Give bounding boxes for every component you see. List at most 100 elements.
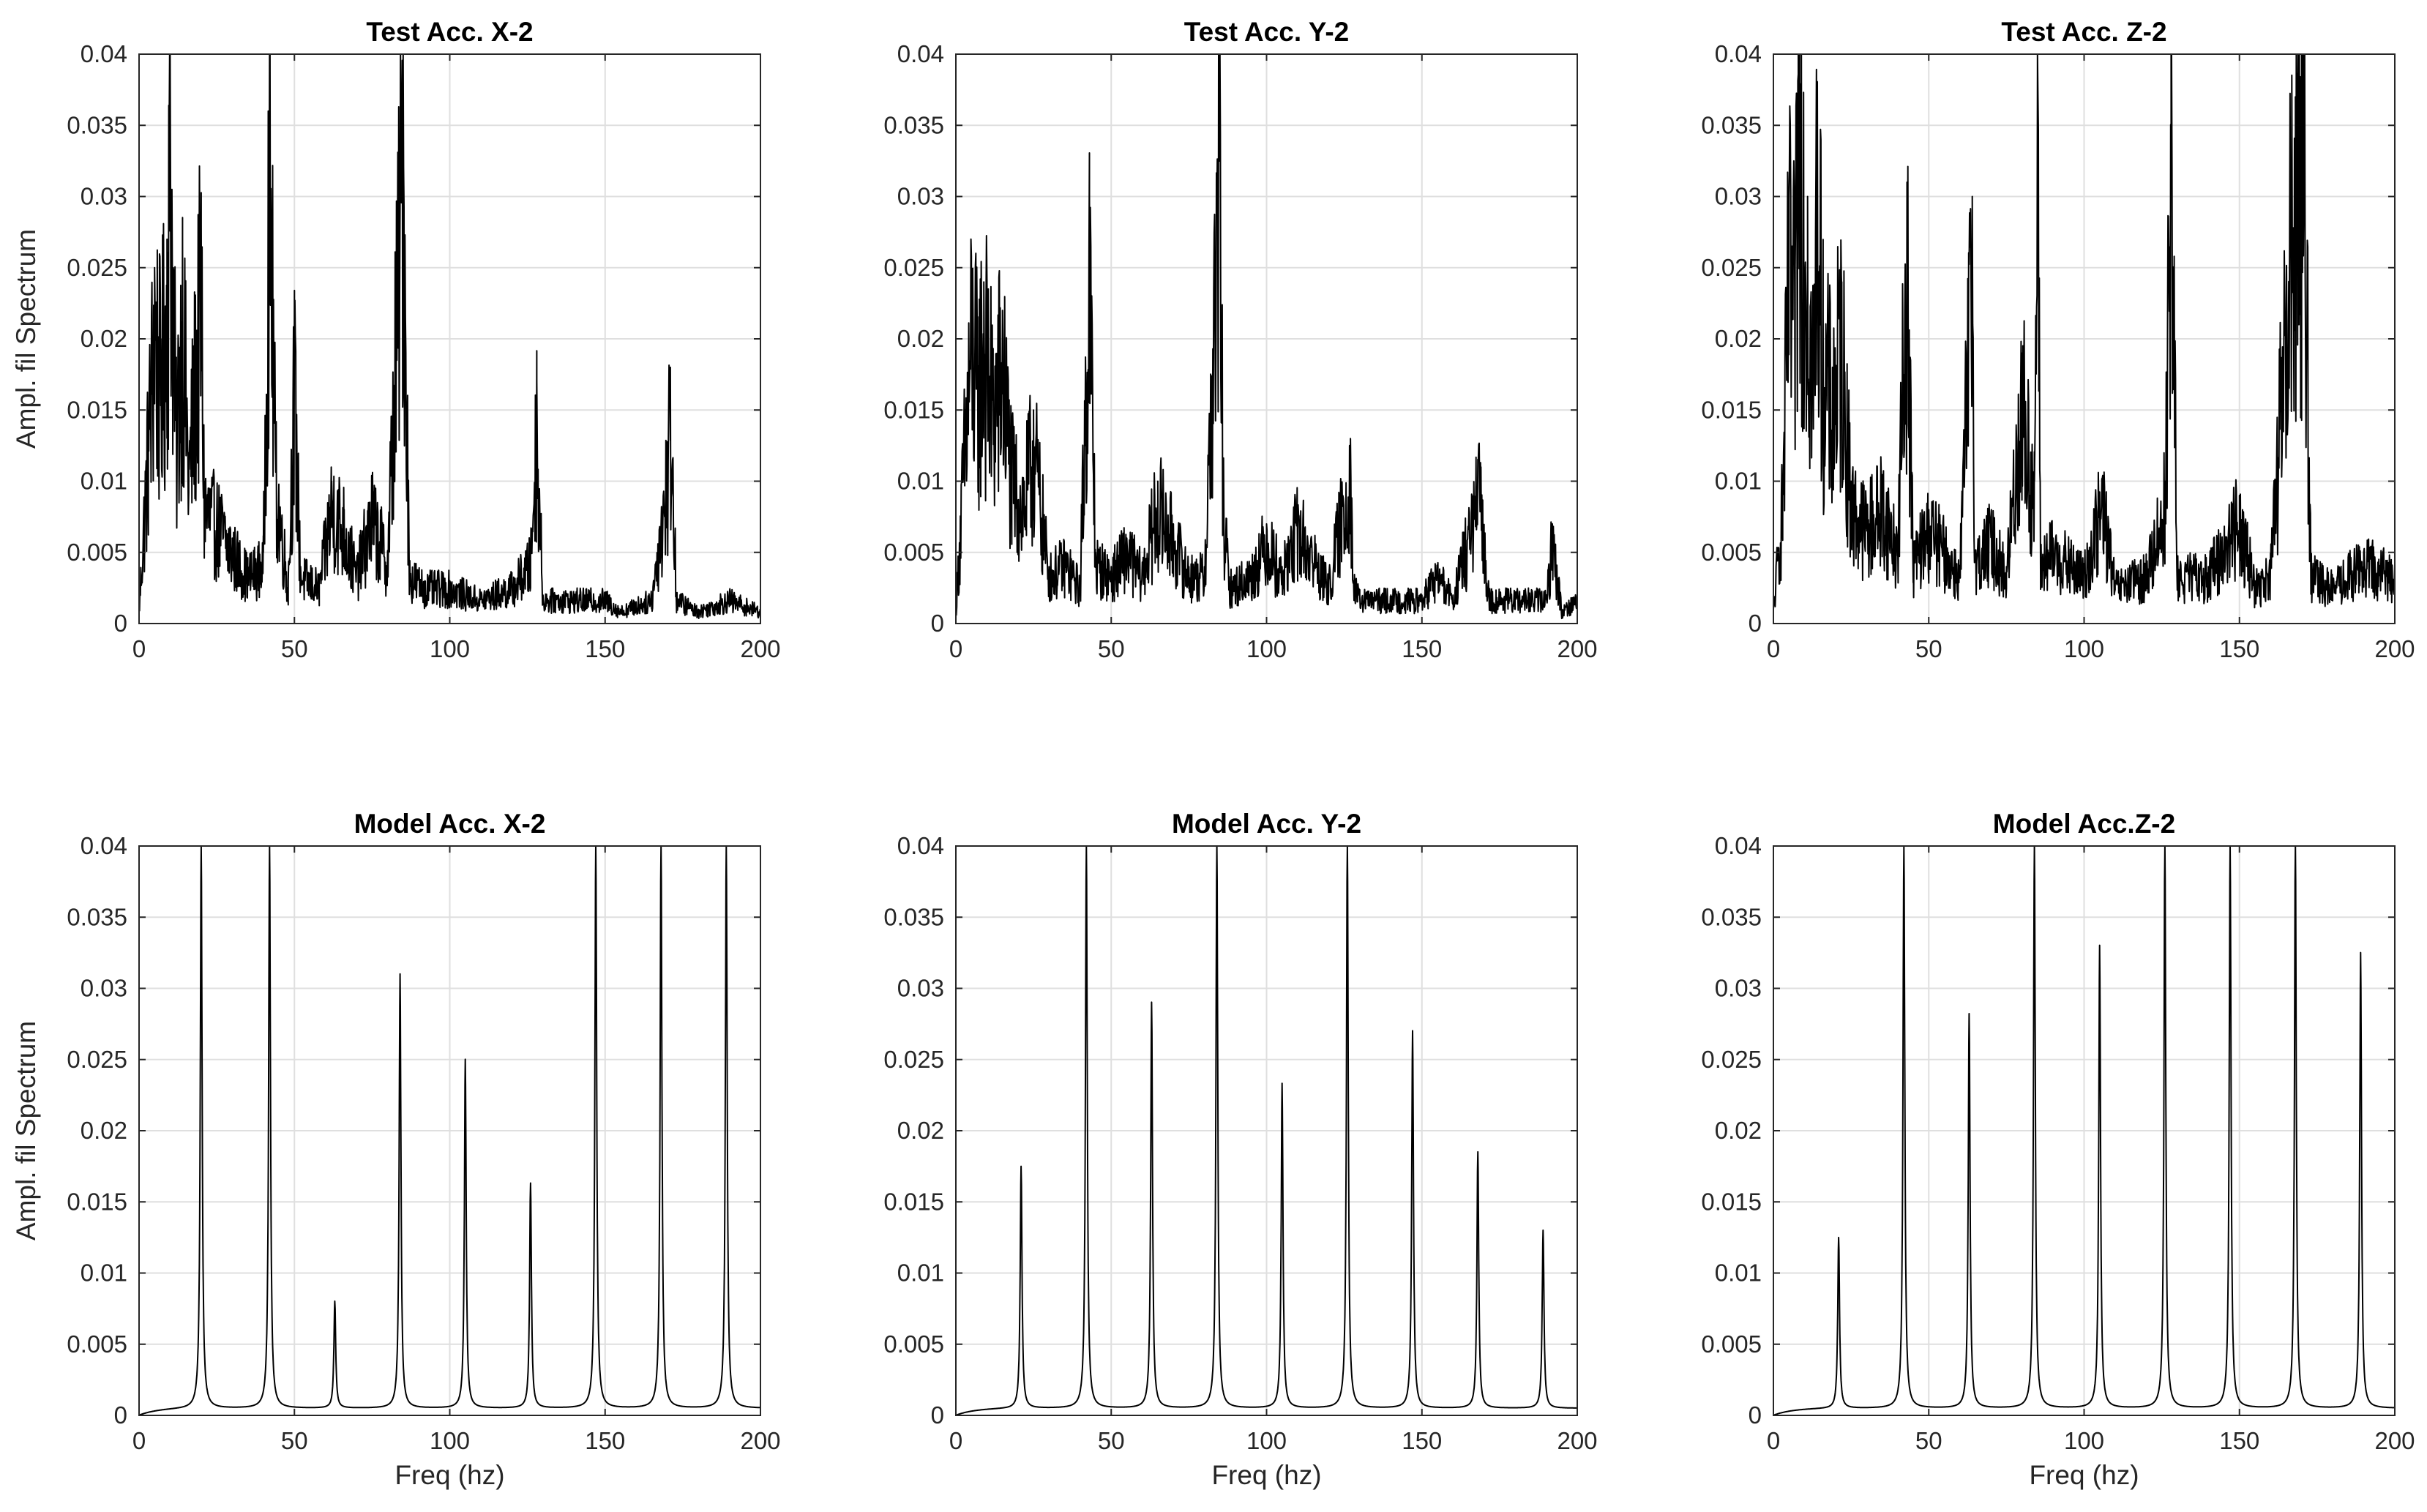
chart-title: Model Acc. X-2: [354, 809, 546, 839]
y-tick-label: 0.015: [883, 396, 944, 423]
x-tick-label: 200: [1557, 1427, 1597, 1454]
y-axis-label: Ampl. fil Spectrum: [11, 1021, 41, 1240]
y-tick-label: 0.015: [67, 1188, 127, 1215]
y-tick-label: 0.02: [1715, 1117, 1762, 1144]
x-tick-label: 50: [1915, 1427, 1942, 1454]
x-tick-label: 150: [1402, 1427, 1442, 1454]
x-tick-label: 100: [430, 1427, 470, 1454]
y-tick-label: 0.005: [67, 539, 127, 566]
x-tick-label: 100: [2064, 635, 2104, 662]
x-tick-label: 150: [585, 635, 625, 662]
y-tick-label: 0.025: [883, 1046, 944, 1073]
y-tick-label: 0: [931, 1401, 944, 1429]
x-tick-label: 200: [2374, 635, 2415, 662]
y-tick-label: 0.035: [883, 111, 944, 138]
y-tick-label: 0.025: [67, 254, 127, 281]
y-tick-label: 0.04: [81, 832, 127, 859]
x-tick-label: 150: [1402, 635, 1442, 662]
chart-title: Model Acc.Z-2: [1993, 809, 2175, 839]
x-tick-label: 200: [740, 635, 780, 662]
chart-title: Model Acc. Y-2: [1172, 809, 1361, 839]
spectrum-line: [1773, 54, 2395, 610]
y-tick-label: 0.005: [1701, 539, 1762, 566]
x-axis-label: Freq (hz): [1211, 1460, 1321, 1490]
y-tick-label: 0.03: [1715, 183, 1762, 210]
y-tick-label: 0.02: [1715, 325, 1762, 352]
y-tick-label: 0: [114, 1401, 127, 1429]
spectrum-line: [956, 846, 1577, 1415]
chart-panel-1: 0 50 100 150 200 0 0.005 0.01 0.015 0.02 0.025 0.03…: [11, 17, 781, 662]
y-tick-label: 0.025: [67, 1046, 127, 1073]
x-tick-label: 0: [1767, 635, 1780, 662]
x-tick-label: 100: [1246, 1427, 1287, 1454]
x-tick-label: 0: [1767, 1427, 1780, 1454]
chart-panel-6: 0 50 100 150 200 0 0.005 0.01 0.015 0.02 0.025 0.03…: [1701, 809, 2415, 1490]
y-tick-label: 0.025: [1701, 1046, 1762, 1073]
y-tick-label: 0.02: [897, 1117, 944, 1144]
y-tick-label: 0.01: [897, 468, 944, 495]
spectrum-line: [1773, 846, 2395, 1415]
y-tick-label: 0.03: [897, 975, 944, 1002]
chart-panel-4: 0 50 100 150 200 0 0.005 0.01 0.015 0.02 0.025 0.03…: [11, 809, 781, 1490]
chart-panel-5: 0 50 100 150 200 0 0.005 0.01 0.015 0.02 0.025 0.03…: [883, 809, 1597, 1490]
y-tick-label: 0.035: [67, 111, 127, 138]
chart-title: Test Acc. Y-2: [1184, 17, 1350, 47]
y-tick-label: 0.015: [67, 396, 127, 423]
x-tick-label: 100: [430, 635, 470, 662]
y-tick-label: 0.035: [67, 903, 127, 930]
y-tick-label: 0.01: [81, 1260, 127, 1287]
y-tick-label: 0.005: [883, 1331, 944, 1358]
chart-panel-2: 0 50 100 150 200 0 0.005 0.01 0.015 0.02 0.025 0.03…: [883, 17, 1597, 662]
y-tick-label: 0.02: [897, 325, 944, 352]
y-tick-label: 0.04: [897, 40, 944, 67]
y-tick-label: 0.025: [1701, 254, 1762, 281]
y-tick-label: 0.035: [1701, 903, 1762, 930]
x-tick-label: 50: [1098, 635, 1125, 662]
y-tick-label: 0.02: [81, 325, 127, 352]
x-tick-label: 50: [281, 1427, 308, 1454]
y-tick-label: 0: [114, 610, 127, 637]
chart-title: Test Acc. X-2: [366, 17, 533, 47]
y-tick-label: 0.035: [1701, 111, 1762, 138]
y-tick-label: 0.015: [883, 1188, 944, 1215]
y-tick-label: 0.005: [883, 539, 944, 566]
x-tick-label: 100: [1246, 635, 1287, 662]
x-tick-label: 200: [1557, 635, 1597, 662]
y-tick-label: 0.01: [897, 1260, 944, 1287]
y-tick-label: 0.015: [1701, 1188, 1762, 1215]
x-tick-label: 150: [2219, 635, 2259, 662]
y-tick-label: 0.035: [883, 903, 944, 930]
x-tick-label: 0: [949, 1427, 962, 1454]
chart-panel-3: 0 50 100 150 200 0 0.005 0.01 0.015 0.02 0.025 0.03…: [1701, 17, 2415, 662]
y-tick-label: 0: [1749, 1401, 1762, 1429]
y-tick-label: 0.01: [1715, 1260, 1762, 1287]
y-tick-label: 0.03: [81, 183, 127, 210]
x-tick-label: 0: [132, 1427, 146, 1454]
x-tick-label: 50: [1098, 1427, 1125, 1454]
y-axis-label: Ampl. fil Spectrum: [11, 229, 41, 449]
spectrum-line: [956, 54, 1577, 620]
y-tick-label: 0.04: [897, 832, 944, 859]
y-tick-label: 0.01: [1715, 468, 1762, 495]
y-tick-label: 0.04: [1715, 40, 1762, 67]
x-axis-label: Freq (hz): [2029, 1460, 2139, 1490]
y-tick-label: 0: [931, 610, 944, 637]
y-tick-label: 0.01: [81, 468, 127, 495]
y-tick-label: 0.03: [81, 975, 127, 1002]
y-tick-label: 0.04: [1715, 832, 1762, 859]
y-tick-label: 0.03: [1715, 975, 1762, 1002]
x-tick-label: 200: [2374, 1427, 2415, 1454]
y-tick-label: 0: [1749, 610, 1762, 637]
x-axis-label: Freq (hz): [394, 1460, 504, 1490]
y-tick-label: 0.03: [897, 183, 944, 210]
y-tick-label: 0.005: [1701, 1331, 1762, 1358]
x-tick-label: 50: [1915, 635, 1942, 662]
y-tick-label: 0.04: [81, 40, 127, 67]
y-tick-label: 0.005: [67, 1331, 127, 1358]
x-tick-label: 50: [281, 635, 308, 662]
x-tick-label: 0: [132, 635, 146, 662]
x-tick-label: 200: [740, 1427, 780, 1454]
x-tick-label: 100: [2064, 1427, 2104, 1454]
x-tick-label: 150: [585, 1427, 625, 1454]
